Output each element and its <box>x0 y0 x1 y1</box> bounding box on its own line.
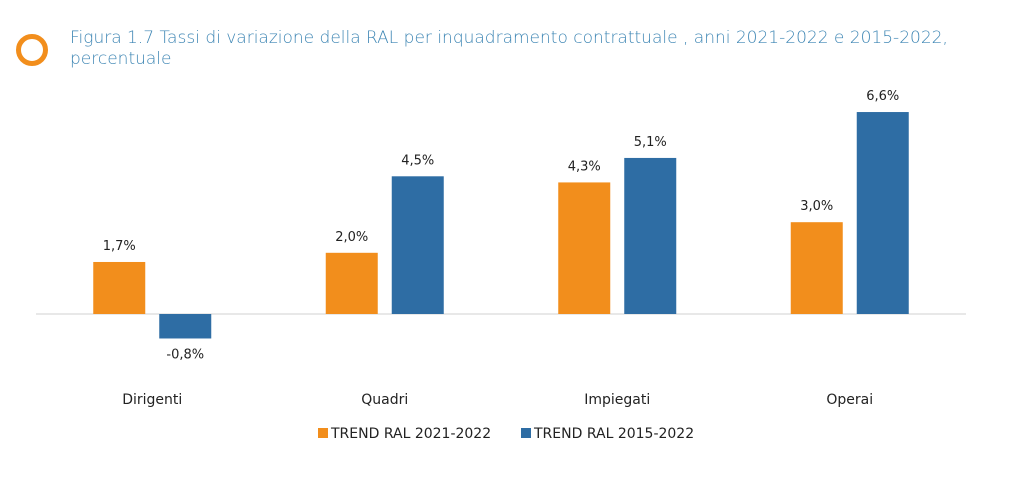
bar-operai-series-1 <box>790 222 843 314</box>
bar-quadri-series-1 <box>325 252 378 314</box>
bar-operai-series-2 <box>856 112 909 314</box>
data-label-quadri-series-1: 2,0% <box>335 230 368 245</box>
data-label-quadri-series-2: 4,5% <box>401 153 434 168</box>
bar-impiegati-series-1 <box>558 182 611 314</box>
bar-impiegati-series-2 <box>624 157 677 314</box>
legend-swatch-series-2 <box>521 428 531 438</box>
category-label-operai: Operai <box>826 392 873 408</box>
category-label-dirigenti: Dirigenti <box>122 392 182 408</box>
legend-label-series-2: TREND RAL 2015-2022 <box>533 426 694 442</box>
legend-swatch-series-1 <box>318 428 328 438</box>
category-label-impiegati: Impiegati <box>584 392 650 408</box>
category-label-quadri: Quadri <box>361 392 408 408</box>
legend-label-series-1: TREND RAL 2021-2022 <box>330 426 491 442</box>
data-label-operai-series-2: 6,6% <box>866 89 899 104</box>
bar-dirigenti-series-1 <box>93 261 146 314</box>
figure-title: Figura 1.7 Tassi di variazione della RAL… <box>70 28 948 69</box>
bar-quadri-series-2 <box>391 176 444 314</box>
data-label-impiegati-series-2: 5,1% <box>634 135 667 150</box>
data-label-dirigenti-series-2: -0,8% <box>166 347 204 362</box>
data-label-operai-series-1: 3,0% <box>800 199 833 214</box>
data-label-dirigenti-series-1: 1,7% <box>103 239 136 254</box>
bar-dirigenti-series-2 <box>159 314 212 339</box>
figure-circle-icon <box>16 34 48 66</box>
data-label-impiegati-series-1: 4,3% <box>568 159 601 174</box>
